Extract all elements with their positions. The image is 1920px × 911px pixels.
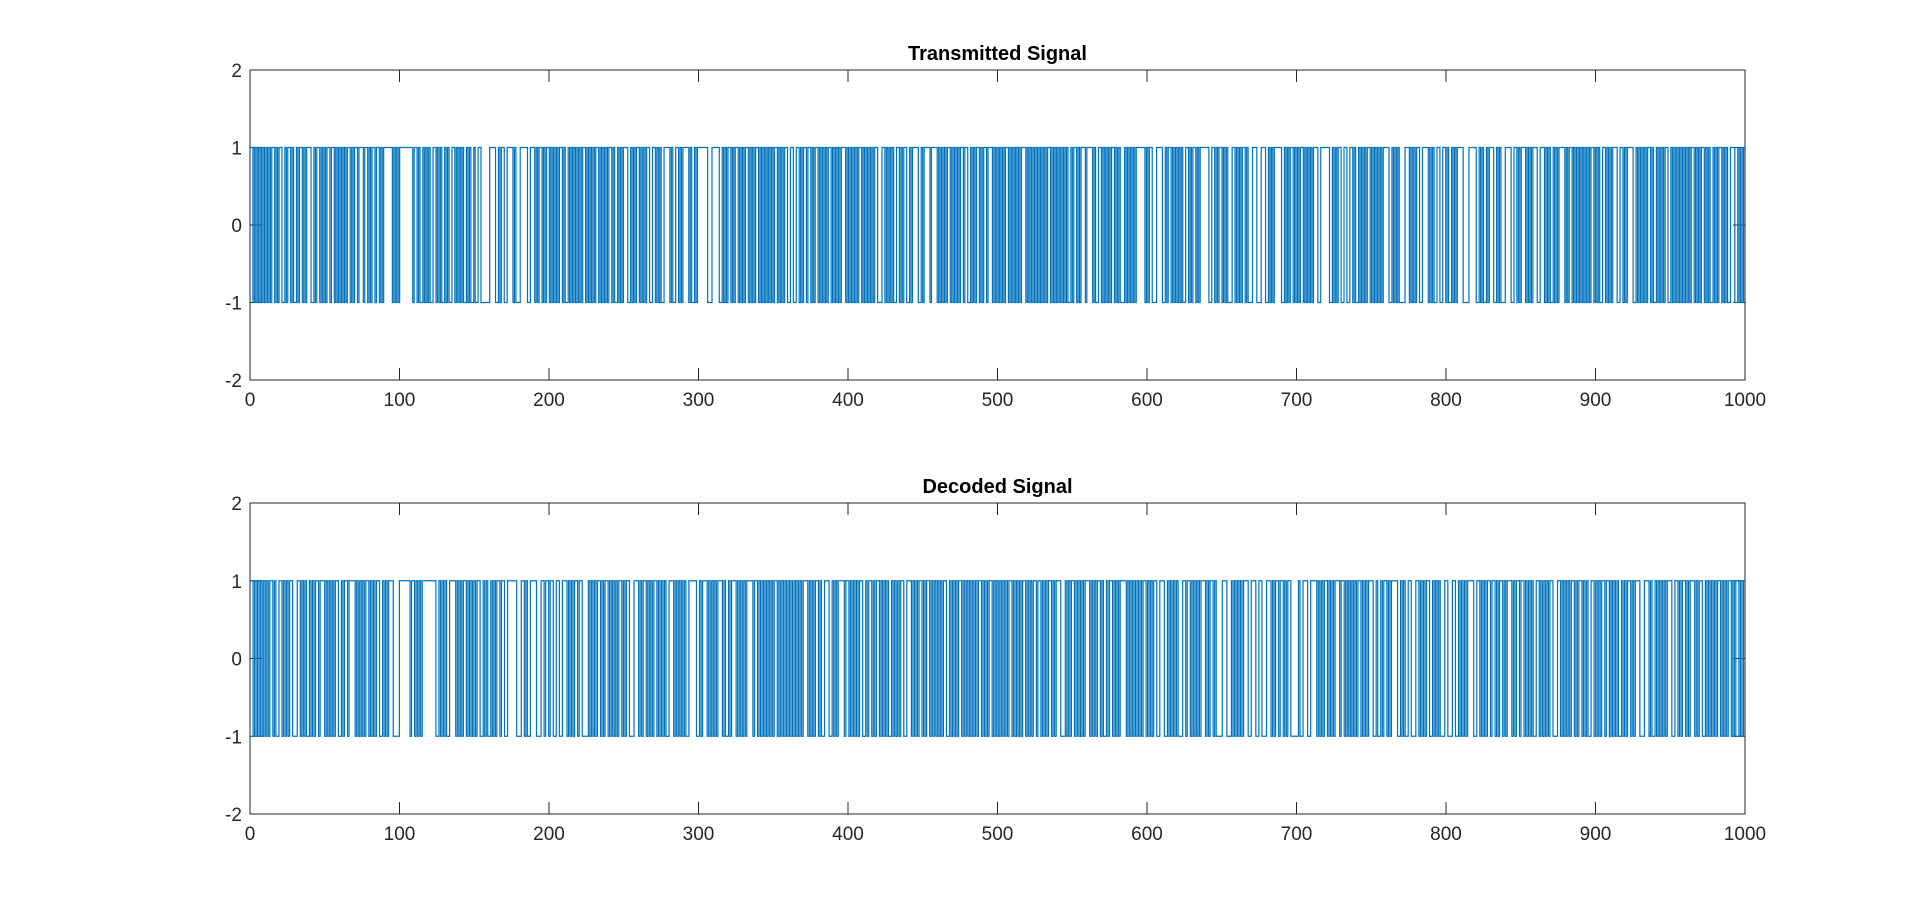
decoded-y-tick-label: 1 bbox=[231, 572, 242, 593]
decoded-x-tick-label: 600 bbox=[1131, 824, 1163, 845]
decoded-x-tick-label: 700 bbox=[1281, 824, 1313, 845]
transmitted-x-tick-label: 1000 bbox=[1724, 390, 1766, 411]
transmitted-x-tick-label: 100 bbox=[384, 390, 416, 411]
transmitted-signal-series-line bbox=[250, 146, 1745, 304]
decoded-signal-series-line bbox=[250, 580, 1745, 737]
transmitted-x-tick-label: 0 bbox=[245, 390, 256, 411]
decoded-x-tick-label: 900 bbox=[1580, 824, 1612, 845]
transmitted-x-tick-label: 800 bbox=[1430, 390, 1462, 411]
transmitted-x-tick-label: 300 bbox=[683, 390, 715, 411]
transmitted-x-tick-label: 400 bbox=[832, 390, 864, 411]
decoded-y-tick-label: -1 bbox=[225, 727, 242, 748]
decoded-axes-box bbox=[249, 502, 1746, 815]
transmitted-x-tick-label: 500 bbox=[982, 390, 1014, 411]
transmitted-x-tick-label: 600 bbox=[1131, 390, 1163, 411]
transmitted-x-tick-label: 900 bbox=[1580, 390, 1612, 411]
transmitted-axes-box bbox=[249, 69, 1746, 381]
decoded-y-tick-label: 0 bbox=[231, 650, 242, 671]
transmitted-signal-axes: Transmitted Signal 0 100 200 300 400 500 600 700… bbox=[225, 43, 1766, 411]
transmitted-y-tick-label: -2 bbox=[225, 371, 242, 392]
decoded-y-tick-label: 2 bbox=[231, 494, 242, 515]
transmitted-x-tick-label: 700 bbox=[1281, 390, 1313, 411]
decoded-signal-axes: Decoded Signal 0 100 200 300 400 500 600 700 800 9… bbox=[225, 476, 1766, 845]
transmitted-y-tick-label: -1 bbox=[225, 294, 242, 315]
decoded-x-tick-label: 800 bbox=[1430, 824, 1462, 845]
decoded-y-tick-label: -2 bbox=[225, 805, 242, 826]
decoded-x-tick-label: 500 bbox=[982, 824, 1014, 845]
transmitted-chart-title: Transmitted Signal bbox=[908, 43, 1087, 65]
decoded-chart-title: Decoded Signal bbox=[922, 476, 1072, 498]
transmitted-x-tick-label: 200 bbox=[533, 390, 565, 411]
decoded-x-tick-label: 100 bbox=[384, 824, 416, 845]
decoded-x-tick-label: 300 bbox=[683, 824, 715, 845]
decoded-x-tick-label: 1000 bbox=[1724, 824, 1766, 845]
decoded-x-tick-label: 400 bbox=[832, 824, 864, 845]
decoded-x-tick-label: 200 bbox=[533, 824, 565, 845]
transmitted-y-tick-label: 0 bbox=[231, 216, 242, 237]
transmitted-y-tick-label: 2 bbox=[231, 61, 242, 82]
decoded-x-tick-label: 0 bbox=[245, 824, 256, 845]
transmitted-y-tick-label: 1 bbox=[231, 139, 242, 160]
